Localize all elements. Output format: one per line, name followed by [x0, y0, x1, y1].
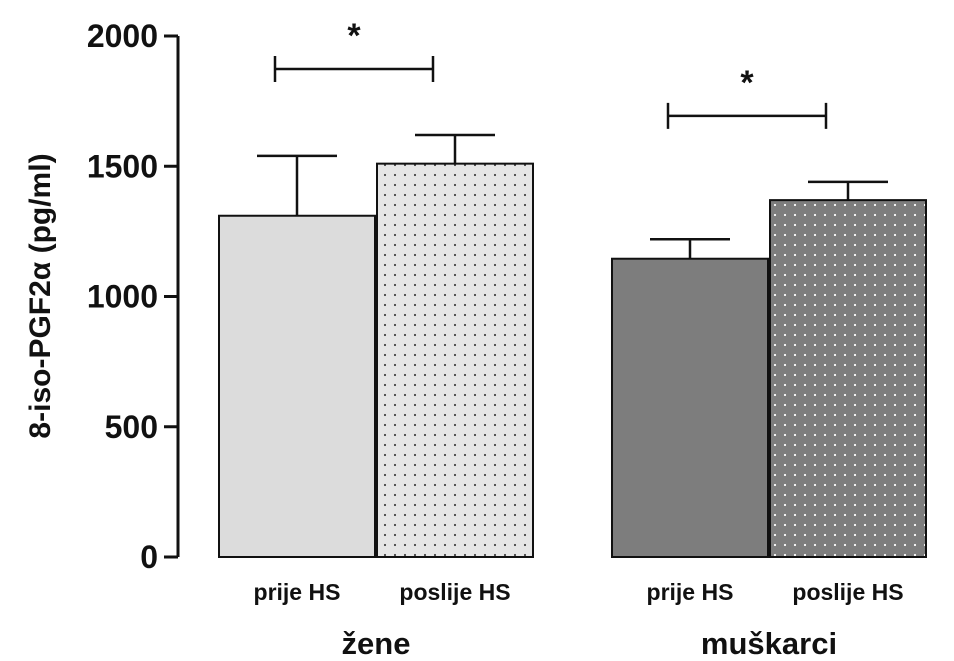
significance-star: *: [347, 17, 361, 55]
group-label: žene: [342, 626, 411, 661]
bar: [218, 214, 376, 558]
bar-category-label: prije HS: [647, 579, 734, 605]
y-tick-label: 500: [105, 409, 158, 445]
group-label: muškarci: [701, 626, 837, 661]
y-axis-ticks: 0 500 1000 1500 2000: [87, 18, 178, 575]
y-tick-label: 1500: [87, 148, 158, 184]
error-bars: [257, 133, 888, 259]
bar: [611, 257, 769, 558]
significance-brackets: **: [273, 17, 828, 129]
bar-category-label: poslije HS: [792, 579, 903, 605]
bar: [769, 199, 927, 559]
y-tick-label: 1000: [87, 279, 158, 315]
significance-star: *: [740, 64, 754, 102]
y-tick-label: 2000: [87, 18, 158, 54]
bar-category-label: poslije HS: [399, 579, 510, 605]
y-tick-label: 0: [140, 539, 158, 575]
bar-category-label: prije HS: [254, 579, 341, 605]
bar: [376, 162, 534, 559]
bars: [218, 162, 927, 559]
y-axis-label: 8-iso-PGF2α (pg/ml): [24, 153, 57, 438]
